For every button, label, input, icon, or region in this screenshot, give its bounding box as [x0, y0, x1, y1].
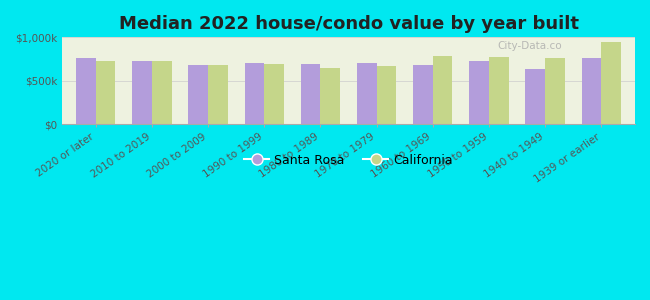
Bar	[96, 61, 116, 124]
Bar	[601, 42, 621, 124]
Bar	[582, 58, 601, 124]
Bar	[489, 57, 509, 124]
Legend: Santa Rosa, California: Santa Rosa, California	[239, 148, 458, 172]
Bar	[301, 64, 320, 124]
Bar	[133, 61, 152, 124]
Bar	[525, 69, 545, 124]
Bar	[188, 65, 208, 124]
Bar	[76, 58, 96, 124]
Bar	[413, 65, 433, 124]
Bar	[152, 61, 172, 124]
Bar	[469, 61, 489, 124]
Bar	[244, 63, 265, 124]
Title: Median 2022 house/condo value by year built: Median 2022 house/condo value by year bu…	[118, 15, 578, 33]
Bar	[320, 68, 340, 124]
Bar	[208, 65, 227, 124]
Bar	[357, 63, 376, 124]
Text: City-Data.co: City-Data.co	[497, 41, 562, 51]
Bar	[376, 66, 396, 124]
Bar	[265, 64, 284, 124]
Bar	[545, 58, 565, 124]
Bar	[433, 56, 452, 124]
